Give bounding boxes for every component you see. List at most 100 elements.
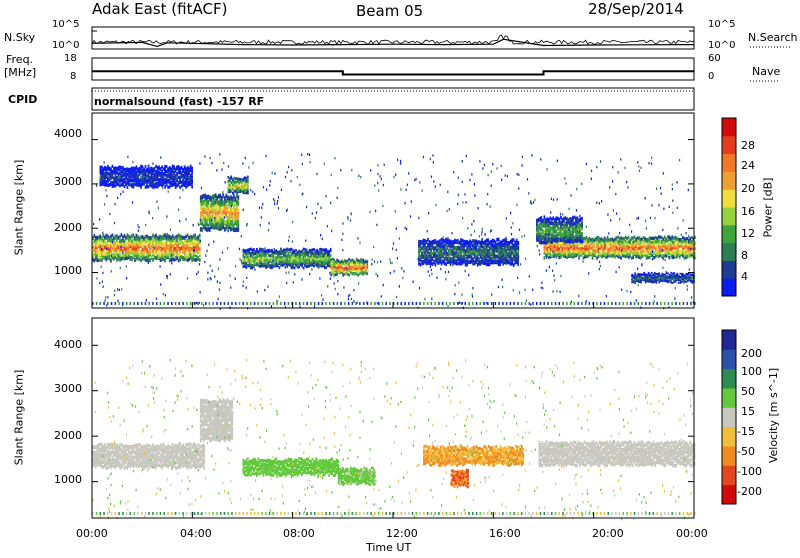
power-panel-cell	[557, 222, 559, 226]
power-panel-cell	[629, 244, 631, 247]
power-panel-cell	[641, 255, 643, 258]
power-panel-cell	[253, 257, 255, 260]
power-panel-cell	[517, 263, 519, 267]
power-panel-cell	[124, 172, 126, 175]
power-panel-cell	[282, 264, 284, 267]
power-panel-cell	[182, 245, 184, 249]
power-panel-cell	[625, 236, 627, 239]
power-panel-cell	[632, 244, 634, 247]
power-panel-cell	[439, 259, 441, 263]
power-panel-cell	[448, 257, 450, 261]
power-panel-cell	[341, 261, 343, 264]
power-panel-cell	[148, 258, 150, 262]
power-panel-cell	[575, 224, 577, 228]
power-panel-cell	[145, 246, 147, 250]
power-panel-cell	[553, 227, 555, 231]
power-panel-cell	[240, 181, 242, 184]
power-panel-cell	[103, 244, 105, 248]
power-panel-cell	[229, 196, 231, 201]
power-panel-cell	[188, 247, 190, 251]
power-panel-speckle-dot	[360, 176, 361, 178]
power-panel-cell	[187, 173, 189, 176]
power-panel-cell	[229, 191, 231, 194]
power-panel-speckle-dot	[384, 164, 385, 166]
power-panel-cell	[325, 266, 327, 269]
power-panel-cell	[95, 241, 97, 245]
power-panel-cell	[271, 249, 273, 252]
power-panel-cell	[560, 242, 562, 245]
power-panel-cell	[225, 207, 227, 212]
power-panel-speckle-dot	[618, 171, 619, 173]
power-panel-cell	[495, 246, 497, 250]
power-panel-cell	[363, 269, 365, 272]
power-panel-speckle-dot	[636, 217, 637, 219]
power-panel-cell	[267, 249, 269, 252]
power-panel-speckle-dot	[591, 178, 592, 180]
power-panel-speckle-dot	[350, 219, 351, 221]
power-panel-cell	[672, 273, 674, 275]
power-panel-cell	[486, 258, 488, 262]
power-panel-cell	[268, 254, 270, 257]
power-panel-cell	[614, 255, 616, 258]
power-panel-speckle-dot	[631, 230, 632, 232]
power-panel-speckle-dot	[576, 209, 577, 211]
power-panel-cell	[119, 165, 121, 168]
power-panel-cell	[97, 250, 99, 254]
power-panel-speckle-dot	[431, 298, 432, 300]
power-panel-cell	[259, 248, 261, 251]
power-panel-cell	[553, 243, 555, 246]
power-panel-cell	[661, 273, 663, 275]
power-panel-cell	[590, 252, 592, 255]
power-panel-cell	[559, 256, 561, 259]
power-panel-cell	[686, 281, 688, 283]
power-panel-cell	[155, 182, 157, 185]
power-panel-cell	[207, 195, 209, 200]
power-panel-speckle-dot	[374, 261, 375, 263]
power-panel-cell	[270, 254, 272, 257]
power-panel-speckle-dot	[204, 261, 205, 263]
power-panel-cell	[673, 237, 675, 240]
power-panel-cell	[516, 257, 518, 261]
power-panel-speckle-dot	[672, 183, 673, 185]
power-panel-cell	[653, 237, 655, 240]
power-panel-speckle-dot	[518, 174, 519, 176]
power-panel-speckle-dot	[314, 305, 315, 307]
power-panel-cell	[652, 241, 654, 244]
power-panel-cell	[598, 255, 600, 258]
power-panel-cell	[303, 260, 305, 263]
power-panel-cell	[196, 244, 198, 248]
power-panel-cell	[101, 258, 103, 262]
power-panel-cell	[659, 243, 661, 246]
power-panel-speckle-dot	[250, 189, 251, 191]
power-panel-cell	[307, 257, 309, 260]
power-panel-cell	[651, 280, 653, 282]
power-panel-speckle-dot	[299, 184, 300, 186]
power-panel-cell	[550, 226, 552, 230]
power-panel-cell	[646, 274, 648, 276]
power-panel-cell	[187, 170, 189, 173]
power-panel-speckle-dot	[294, 273, 295, 275]
power-panel-cell	[421, 240, 423, 244]
power-panel-speckle-dot	[343, 286, 344, 288]
power-panel-cell	[338, 269, 340, 272]
power-panel-cell	[128, 238, 130, 242]
power-panel-speckle-dot	[594, 240, 595, 242]
power-panel-cell	[687, 280, 689, 282]
power-panel-cell	[243, 265, 245, 268]
power-panel-cell	[436, 254, 438, 258]
power-panel-cell	[131, 179, 133, 182]
power-panel-cell	[344, 259, 346, 262]
power-panel-cell	[513, 263, 515, 267]
power-panel-cell	[453, 240, 455, 244]
power-panel-cell	[172, 234, 174, 238]
power-panel-cell	[619, 254, 621, 257]
power-panel-cell	[103, 167, 105, 170]
power-panel-speckle-dot	[200, 240, 201, 242]
power-panel-speckle-dot	[400, 162, 401, 164]
power-panel-cell	[557, 248, 559, 251]
power-panel-cell	[490, 257, 492, 261]
power-panel-cell	[472, 248, 474, 252]
power-panel-speckle-dot	[259, 207, 260, 209]
power-panel-speckle-dot	[187, 277, 188, 279]
power-panel-cell	[255, 263, 257, 266]
